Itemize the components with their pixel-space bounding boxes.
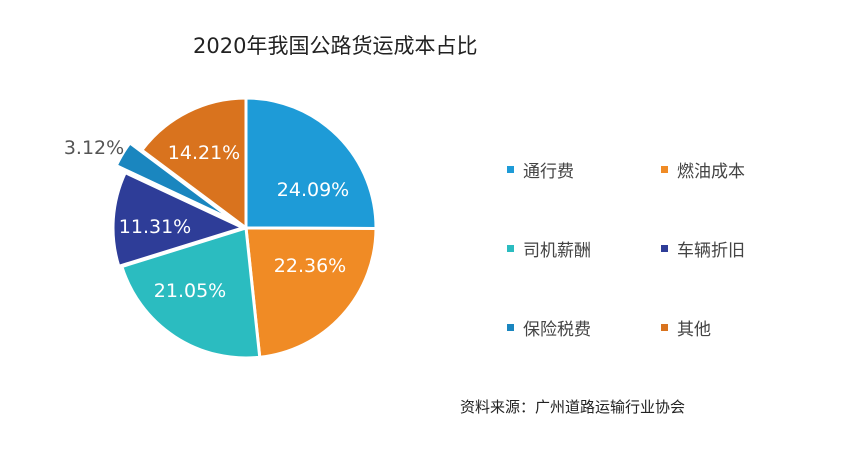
pie-slice-6	[140, 96, 248, 230]
legend-item-3: 司机薪酬	[507, 236, 591, 261]
legend-swatch	[661, 245, 668, 252]
legend-label: 燃油成本	[677, 162, 745, 182]
pie-slice-3	[120, 226, 262, 360]
legend-item-6: 其他	[661, 315, 711, 340]
chart-title: 2020年我国公路货运成本占比	[193, 34, 478, 58]
legend-label: 其他	[677, 320, 711, 340]
source-note: 资料来源：广州道路运输行业协会	[460, 398, 686, 416]
legend-label: 司机薪酬	[523, 241, 591, 261]
legend-label: 保险税费	[523, 320, 591, 340]
slice-label-3: 21.05%	[154, 280, 226, 302]
legend-item-2: 燃油成本	[661, 157, 745, 182]
legend-item-5: 保险税费	[507, 315, 591, 340]
legend-swatch	[507, 324, 514, 331]
pie-slice-4	[111, 171, 245, 268]
legend-swatch	[507, 245, 514, 252]
legend-swatch	[507, 166, 514, 173]
pie-slice-1	[244, 96, 378, 230]
pie-slice-2	[244, 226, 378, 359]
legend-item-4: 车辆折旧	[661, 236, 745, 261]
legend-swatch	[661, 324, 668, 331]
legend-label: 车辆折旧	[677, 241, 745, 261]
pie-slice-5	[114, 141, 236, 223]
legend-item-1: 通行费	[507, 157, 574, 182]
slice-label-6: 14.21%	[168, 142, 240, 164]
slice-label-4: 11.31%	[119, 216, 191, 238]
slice-label-5: 3.12%	[64, 137, 124, 159]
slice-label-2: 22.36%	[274, 255, 346, 277]
legend-swatch	[661, 166, 668, 173]
slice-label-1: 24.09%	[277, 179, 349, 201]
legend-label: 通行费	[523, 162, 574, 182]
